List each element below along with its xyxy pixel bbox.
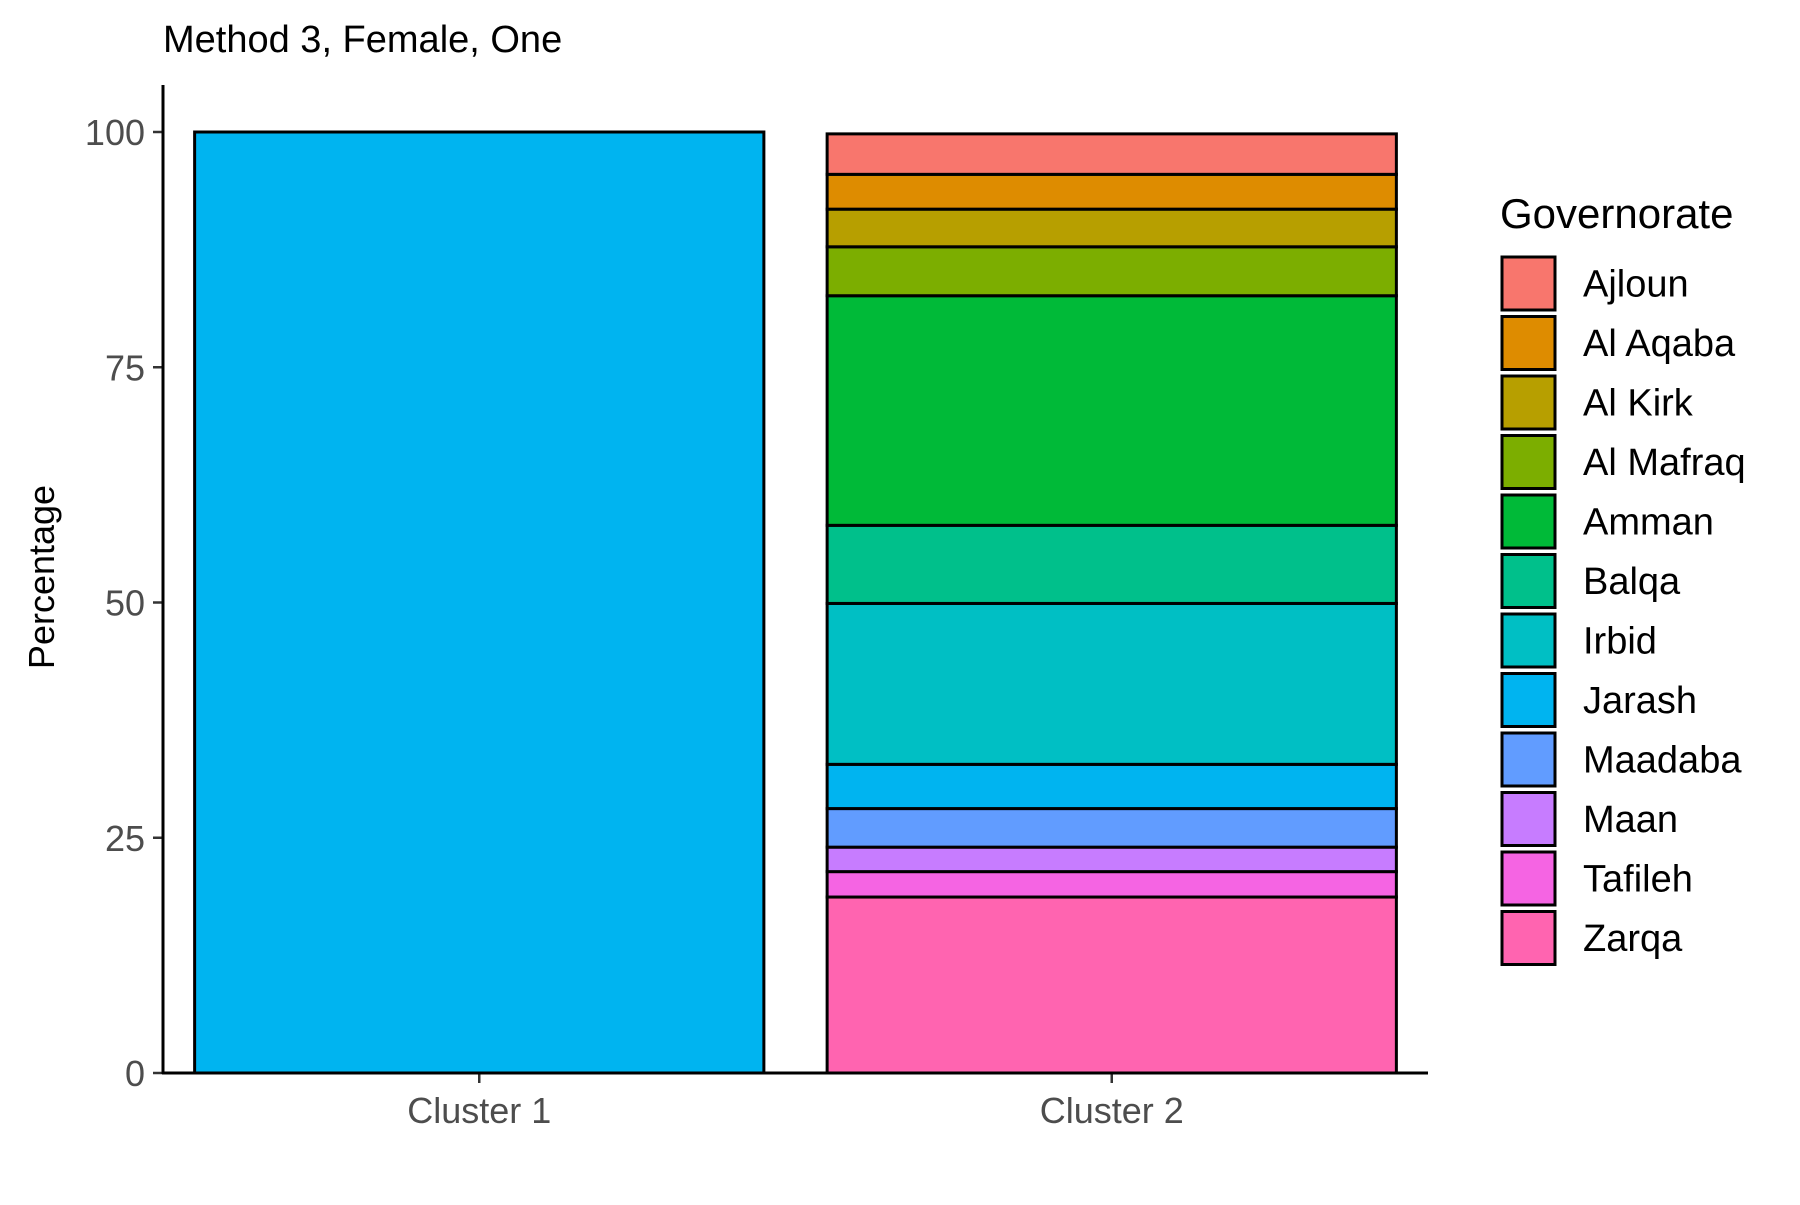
bar-segment-2-jarash bbox=[825, 762, 1398, 811]
bar-segment-2-maan bbox=[825, 845, 1398, 874]
bars-group bbox=[193, 130, 1398, 1075]
legend-key-balqa bbox=[1500, 553, 1557, 609]
bar-segment-1-jarash bbox=[193, 130, 766, 1075]
bar-segment-2-amman bbox=[825, 294, 1398, 527]
legend: Governorate Ajloun Al Aqaba Al Kirk Al Mafr… bbox=[1500, 190, 1746, 966]
bar-segment-2-al-aqaba bbox=[825, 172, 1398, 211]
x-tick-label: Cluster 1 bbox=[407, 1090, 551, 1131]
legend-key-zarqa bbox=[1500, 910, 1557, 966]
bar-segment-2-tafileh bbox=[825, 870, 1398, 899]
legend-label: Irbid bbox=[1583, 621, 1657, 663]
axes-group: Cluster 1 Cluster 2 0 25 50 75 100 bbox=[85, 85, 1428, 1131]
legend-label: Zarqa bbox=[1583, 918, 1683, 960]
x-tick-label: Cluster 2 bbox=[1040, 1090, 1184, 1131]
legend-label: Al Aqaba bbox=[1583, 323, 1736, 365]
y-tick-label: 25 bbox=[105, 818, 145, 859]
legend-key-jarash bbox=[1500, 672, 1557, 728]
bar-segment-2-balqa bbox=[825, 523, 1398, 605]
bar-segment-2-maadaba bbox=[825, 807, 1398, 849]
legend-label: Balqa bbox=[1583, 561, 1681, 603]
legend-key-al-aqaba bbox=[1500, 315, 1557, 371]
legend-key-tafileh bbox=[1500, 850, 1557, 907]
legend-key-irbid bbox=[1500, 612, 1557, 669]
legend-key-maan bbox=[1500, 791, 1557, 847]
y-tick-label: 100 bbox=[85, 112, 145, 153]
legend-label: Maan bbox=[1583, 799, 1678, 841]
legend-label: Al Kirk bbox=[1583, 383, 1694, 425]
bar-segment-2-al-kirk bbox=[825, 207, 1398, 249]
y-tick-label: 50 bbox=[105, 583, 145, 624]
y-tick-label: 75 bbox=[105, 347, 145, 388]
y-tick-label: 0 bbox=[125, 1053, 145, 1094]
legend-key-al-mafraq bbox=[1500, 434, 1557, 490]
legend-key-al-kirk bbox=[1500, 374, 1557, 431]
legend-title: Governorate bbox=[1500, 190, 1733, 237]
legend-key-ajloun bbox=[1500, 255, 1557, 312]
legend-key-amman bbox=[1500, 493, 1557, 550]
bar-segment-2-al-mafraq bbox=[825, 245, 1398, 298]
chart-title: Method 3, Female, One bbox=[163, 19, 562, 61]
legend-label: Amman bbox=[1583, 502, 1714, 544]
legend-key-maadaba bbox=[1500, 731, 1557, 788]
bar-segment-2-zarqa bbox=[825, 895, 1398, 1075]
legend-label: Maadaba bbox=[1583, 740, 1742, 782]
bar-segment-2-ajloun bbox=[825, 132, 1398, 176]
legend-label: Tafileh bbox=[1583, 859, 1693, 901]
legend-label: Al Mafraq bbox=[1583, 442, 1746, 484]
y-axis-label: Percentage bbox=[21, 485, 62, 669]
legend-label: Jarash bbox=[1583, 680, 1697, 722]
bar-segment-2-irbid bbox=[825, 601, 1398, 766]
legend-label: Ajloun bbox=[1583, 264, 1689, 306]
